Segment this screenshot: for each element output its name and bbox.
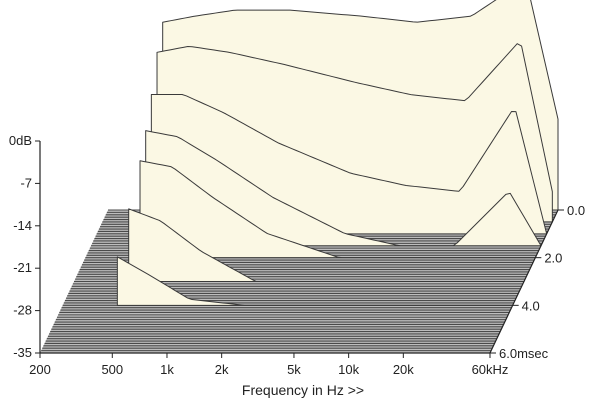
z-tick-label: 6.0msec (499, 346, 549, 361)
y-tick-label: -35 (13, 345, 32, 360)
y-tick-label: 0dB (9, 133, 32, 148)
slice-4ms (116, 256, 514, 306)
y-tick-label: -7 (20, 175, 32, 190)
y-tick-label: -28 (13, 303, 32, 318)
x-tick-label: 200 (29, 362, 51, 377)
z-tick-label: 4.0 (522, 298, 540, 313)
y-tick-label: -14 (13, 218, 32, 233)
x-tick-label: 500 (101, 362, 123, 377)
slice-3ms (128, 208, 525, 282)
x-tick-label: 5k (287, 362, 301, 377)
x-tick-label: 2k (215, 362, 229, 377)
axes-group (39, 141, 559, 354)
x-tick-label: 1k (160, 362, 174, 377)
y-tick-label: -21 (13, 260, 32, 275)
z-tick-label: 0.0 (567, 203, 585, 218)
slices-group (94, 0, 559, 354)
ticks-group: 0dB -7 -14 -21 -28 -35 200 500 1k 2k 5k 10k 20k 60kHz… (9, 133, 585, 377)
x-tick-label: 20k (393, 362, 414, 377)
slice-1.5ms (145, 130, 542, 247)
x-axis-title: Frequency in Hz >> (242, 382, 364, 398)
slice-2ms (139, 160, 536, 259)
x-tick-label: 60kHz (472, 362, 509, 377)
z-axis-line (489, 209, 559, 354)
x-tick-label: 10k (338, 362, 359, 377)
z-tick-label: 2.0 (544, 251, 562, 266)
